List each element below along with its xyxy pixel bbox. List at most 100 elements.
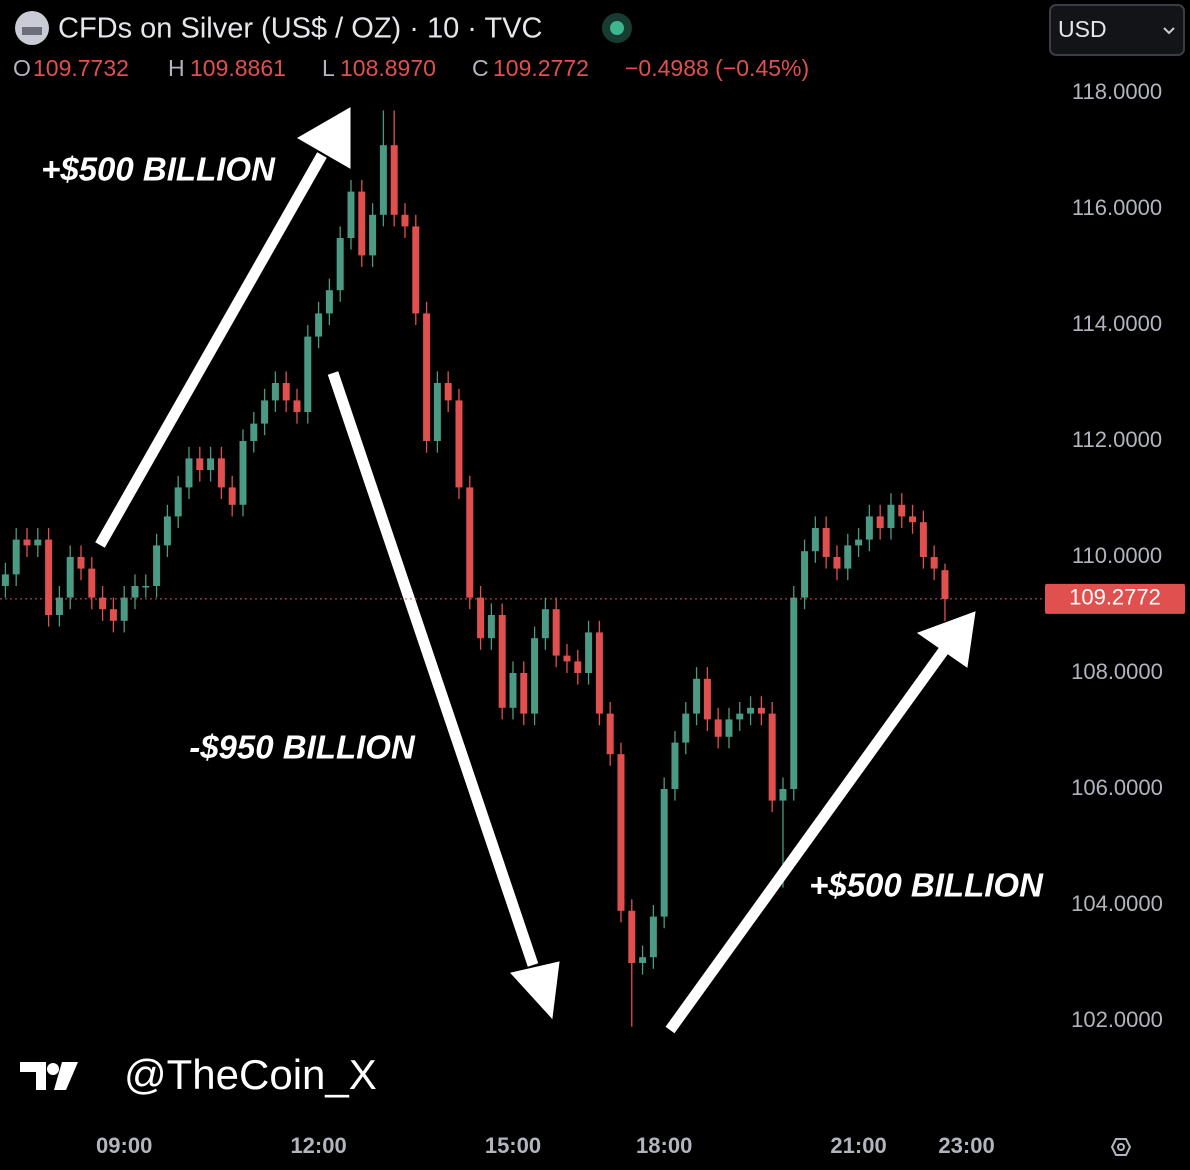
candle-body — [811, 528, 819, 552]
annotation: -$950 BILLION — [189, 729, 416, 766]
candle-body — [725, 719, 733, 737]
y-tick-label: 106.0000 — [1071, 775, 1163, 800]
candle-body — [736, 713, 744, 720]
candle-body — [239, 441, 247, 505]
candle-body — [487, 615, 495, 639]
candle-body — [930, 557, 938, 569]
candle-body — [574, 661, 582, 673]
candle-body — [649, 916, 657, 958]
candle-body — [99, 597, 107, 610]
candle-body — [639, 957, 647, 963]
candle-body — [757, 707, 765, 714]
candle-body — [423, 313, 431, 441]
candle-body — [444, 383, 452, 401]
candle-body — [304, 336, 312, 412]
candle-body — [790, 597, 798, 789]
candle-body — [66, 557, 74, 598]
candle-body — [876, 516, 884, 528]
settings-hex[interactable] — [1110, 1138, 1132, 1156]
x-tick-label: 23:00 — [938, 1133, 994, 1158]
candle-body — [693, 678, 701, 714]
currency-label[interactable]: USD — [1058, 16, 1107, 42]
candle-body — [163, 516, 171, 546]
candle-body — [34, 539, 42, 546]
candle-body — [563, 655, 571, 662]
arrow-down — [327, 371, 539, 967]
candle-body — [682, 713, 690, 743]
candle-body — [660, 789, 668, 917]
candle-body — [531, 638, 539, 714]
candle-body — [801, 551, 809, 598]
arrow-head — [510, 961, 560, 1020]
candle-body — [477, 597, 485, 639]
candle-body — [120, 597, 128, 621]
chevron[interactable] — [1163, 27, 1175, 35]
ohlc-value: 109.7732 — [33, 55, 129, 81]
candle-body — [833, 557, 841, 569]
candles — [1, 110, 949, 1027]
candle-body — [617, 754, 625, 911]
candle-body — [779, 789, 787, 801]
candle-body — [390, 145, 398, 215]
y-tick-label: 114.0000 — [1072, 311, 1162, 336]
candle-body — [358, 191, 366, 256]
candle-body — [77, 557, 85, 569]
x-tick-label: 15:00 — [485, 1133, 541, 1158]
candle-body — [379, 145, 387, 215]
symbol-icon-bar — [22, 27, 42, 35]
arrows — [95, 107, 976, 1034]
last-price-box — [1045, 583, 1185, 614]
candle-body — [109, 609, 117, 621]
candle-body — [909, 516, 917, 523]
candle-body — [12, 539, 20, 575]
candle-body — [466, 487, 474, 598]
candle-body — [250, 423, 258, 441]
candle-body — [315, 313, 323, 337]
candle-body — [703, 678, 711, 720]
settings-icon[interactable] — [1110, 1138, 1132, 1156]
candle-body — [455, 400, 463, 488]
ohlc-value: 108.8970 — [340, 55, 436, 81]
change: −0.4988 (−0.45%) — [625, 55, 809, 81]
watermark: @TheCoin_X — [124, 1051, 377, 1098]
candle-body — [671, 742, 679, 789]
candle-body — [228, 487, 236, 505]
candle-body — [196, 458, 204, 470]
candle-body — [55, 597, 63, 615]
candle-body — [369, 214, 377, 256]
candle-body — [498, 615, 506, 708]
status-dot — [610, 21, 624, 35]
candle-body — [45, 539, 53, 615]
candle-body — [919, 522, 927, 557]
settings-dot[interactable] — [1117, 1143, 1125, 1151]
candle-body — [174, 487, 182, 517]
candle-body — [293, 400, 301, 412]
chart-title: CFDs on Silver (US$ / OZ) · 10 · TVC — [58, 13, 543, 45]
candle-body — [217, 458, 225, 488]
candle-body — [325, 290, 333, 314]
y-tick-label: 118.0000 — [1072, 79, 1162, 104]
ohlc-label: C — [472, 55, 489, 81]
candle-body — [185, 458, 193, 488]
candle-body — [509, 673, 517, 708]
candle-body — [261, 400, 269, 424]
ohlc-label: H — [168, 55, 185, 81]
candle-body — [336, 238, 344, 291]
candle-body — [520, 673, 528, 714]
candle-body — [941, 570, 949, 599]
candle-body — [747, 707, 755, 714]
candle-body — [628, 910, 636, 963]
candle-body — [855, 539, 863, 546]
tv-logo — [20, 1062, 78, 1090]
currency-dropdown[interactable] — [1049, 4, 1185, 56]
candle-body — [541, 609, 549, 639]
candle-body — [768, 713, 776, 801]
arrow-up-1 — [95, 152, 327, 548]
y-tick-label: 108.0000 — [1071, 659, 1163, 684]
candle-body — [822, 528, 830, 557]
ohlc-label: O — [13, 55, 31, 81]
y-tick-label: 116.0000 — [1072, 195, 1162, 220]
arrow-head — [296, 107, 351, 169]
